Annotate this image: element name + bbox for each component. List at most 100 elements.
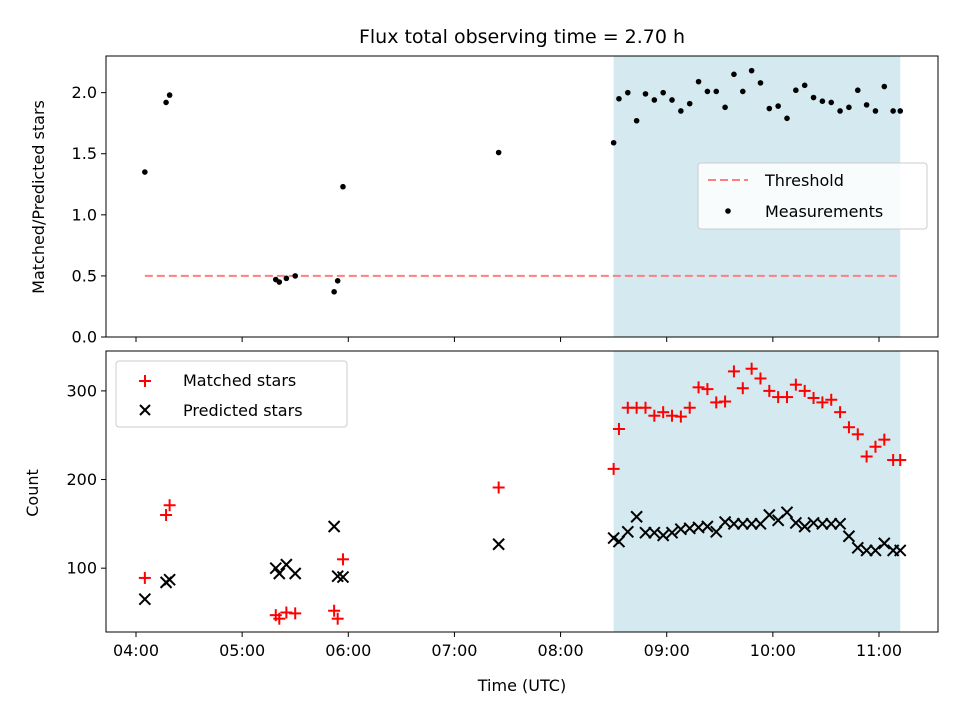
predicted-stars-point xyxy=(842,530,856,543)
predicted-stars-point xyxy=(710,525,723,539)
predicted-stars-point xyxy=(327,520,341,533)
measurement-point xyxy=(633,117,640,124)
matched-stars-point xyxy=(860,450,873,463)
predicted-stars-point xyxy=(163,573,176,586)
counts-y-axis-label: Count xyxy=(23,469,42,517)
y-tick-label: 0.5 xyxy=(72,266,97,285)
threshold-legend-label: Threshold xyxy=(764,171,844,190)
predicted-stars-point xyxy=(869,544,882,557)
matched-stars-point xyxy=(842,421,855,434)
predicted-stars-point xyxy=(336,570,350,584)
predicted-stars-point xyxy=(289,567,302,580)
measurement-point xyxy=(276,279,283,285)
ratio-legend: Threshold Measurements xyxy=(697,162,928,230)
measurement-point xyxy=(837,108,843,114)
predicted-stars-point xyxy=(269,561,282,575)
matched-stars-point xyxy=(701,383,714,396)
predicted-stars-point xyxy=(656,529,670,542)
predicted-stars-point xyxy=(138,592,152,606)
matched-stars-point xyxy=(328,604,341,617)
measurement-point xyxy=(340,183,346,190)
measurement-point xyxy=(669,97,675,103)
matched-stars-point xyxy=(674,410,687,423)
measurement-point xyxy=(283,275,290,282)
predicted-stars-point xyxy=(736,517,749,531)
measurement-point xyxy=(292,273,299,279)
matched-stars-point xyxy=(878,433,891,446)
matched-stars-point xyxy=(612,423,625,436)
predicted-stars-point xyxy=(612,535,626,548)
ratio-panel: 0.00.51.01.52.0 Matched/Predicted stars … xyxy=(29,55,939,347)
matched-stars-point xyxy=(816,396,829,409)
predicted-stars-point xyxy=(273,567,286,580)
matched-stars-point xyxy=(851,428,864,441)
matched-stars-point xyxy=(657,406,670,419)
measurement-point xyxy=(695,78,702,85)
measurement-point xyxy=(793,87,799,94)
x-tick-label: 07:00 xyxy=(431,641,477,660)
measurement-point xyxy=(722,104,728,111)
predicted-stars-point xyxy=(630,510,643,523)
measurement-point xyxy=(642,91,649,97)
ratio-legend-box xyxy=(697,162,928,230)
matched-legend-swatch xyxy=(139,375,151,387)
predicted-stars-point xyxy=(607,531,620,545)
matched-stars-point xyxy=(160,508,173,521)
matched-stars-point xyxy=(754,372,767,385)
ratio-series xyxy=(142,67,904,295)
matched-stars-point xyxy=(789,378,802,391)
measurement-point xyxy=(624,89,631,96)
measurement-point xyxy=(142,169,148,175)
predicted-stars-point xyxy=(825,517,838,531)
y-tick-label: 200 xyxy=(66,470,97,489)
matched-stars-point xyxy=(639,401,652,414)
measurement-point xyxy=(897,108,904,114)
measurement-point xyxy=(810,94,817,101)
highlight-span xyxy=(613,351,901,632)
x-axis-label: Time (UTC) xyxy=(477,676,566,695)
matched-stars-point xyxy=(825,393,838,406)
measurements-legend-label: Measurements xyxy=(765,202,883,221)
counts-series xyxy=(138,362,907,625)
x-tick-label: 08:00 xyxy=(538,641,584,660)
matched-stars-point xyxy=(869,440,882,453)
predicted-stars-point xyxy=(727,517,741,531)
predicted-stars-point xyxy=(833,517,847,531)
measurement-point xyxy=(766,105,773,112)
measurement-point xyxy=(881,83,888,90)
predicted-stars-point xyxy=(860,544,873,557)
matched-stars-point xyxy=(336,553,349,566)
measurements-legend-swatch xyxy=(725,208,731,214)
measurement-point xyxy=(784,115,790,122)
counts-x-ticks: 04:00 05:00 06:00 07:00 08:00 09:00 10:00 11:00 xyxy=(113,632,902,660)
predicted-stars-point xyxy=(851,541,864,554)
predicted-stars-point xyxy=(665,526,679,539)
matched-stars-point xyxy=(807,391,820,404)
ratio-y-axis-label: Matched/Predicted stars xyxy=(29,100,48,294)
matched-stars-point xyxy=(138,571,151,584)
x-tick-label: 04:00 xyxy=(113,641,159,660)
measurement-point xyxy=(651,97,658,103)
predicted-stars-point xyxy=(648,526,661,539)
matched-stars-point xyxy=(648,409,661,422)
matched-stars-point xyxy=(745,362,758,375)
measurement-point xyxy=(660,89,666,96)
matched-stars-point xyxy=(692,381,705,394)
predicted-stars-point xyxy=(798,520,811,533)
matched-stars-point xyxy=(607,462,620,475)
y-tick-label: 1.5 xyxy=(72,144,97,163)
y-tick-label: 100 xyxy=(66,559,97,578)
measurement-point xyxy=(828,99,835,106)
y-tick-label: 2.0 xyxy=(72,83,97,102)
predicted-legend-swatch xyxy=(139,404,151,416)
predicted-stars-point xyxy=(621,525,635,539)
measurement-point xyxy=(713,88,720,95)
predicted-legend-label: Predicted stars xyxy=(183,401,303,420)
measurement-point xyxy=(819,98,826,105)
predicted-stars-point xyxy=(789,516,803,530)
counts-y-ticks: 100 200 300 xyxy=(66,381,106,578)
matched-stars-point xyxy=(492,481,505,494)
matched-stars-point xyxy=(683,401,696,414)
measurement-point xyxy=(801,82,808,89)
